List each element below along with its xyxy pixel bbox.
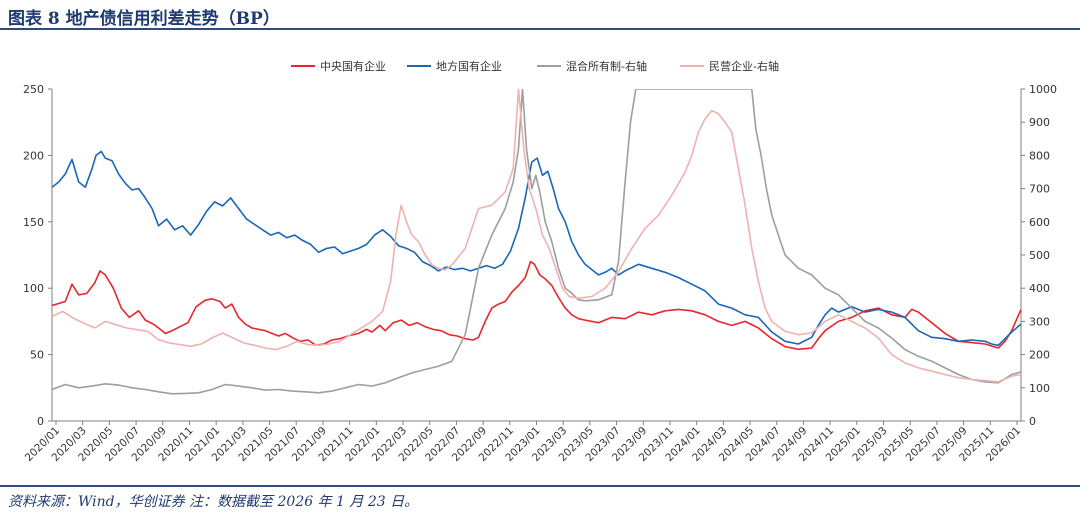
- left-axis-tick-label: 150: [23, 216, 44, 229]
- legend-label: 地方国有企业: [436, 59, 502, 73]
- source-note: 资料来源：Wind，华创证券 注：数据截至 2026 年 1 月 23 日。: [8, 494, 419, 510]
- left-axis-tick-label: 100: [23, 282, 44, 295]
- legend-label: 混合所有制-右轴: [566, 59, 647, 73]
- right-axis-tick-label: 200: [1029, 349, 1050, 362]
- left-axis-tick-label: 200: [23, 149, 44, 162]
- legend-label: 中央国有企业: [320, 59, 386, 73]
- right-axis-tick-label: 600: [1029, 216, 1050, 229]
- series-line-中央国有企业: [52, 260, 1021, 351]
- left-axis-tick-label: 50: [30, 349, 44, 362]
- series-line-民营企业-右轴: [52, 89, 1021, 383]
- series-line-混合所有制-右轴: [52, 89, 1021, 395]
- left-axis-tick-label: 0: [37, 415, 44, 428]
- series-line-地方国有企业: [52, 150, 1021, 347]
- right-axis-tick-label: 400: [1029, 282, 1050, 295]
- right-axis-tick-label: 900: [1029, 116, 1050, 129]
- left-axis-tick-label: 250: [23, 83, 44, 96]
- right-axis-tick-label: 800: [1029, 149, 1050, 162]
- right-axis-tick-label: 700: [1029, 183, 1050, 196]
- footer-divider: [0, 485, 1080, 487]
- right-axis-tick-label: 100: [1029, 382, 1050, 395]
- title-divider: [0, 28, 1080, 30]
- legend-label: 民营企业-右轴: [709, 59, 779, 73]
- right-axis-tick-label: 0: [1029, 415, 1036, 428]
- chart-title: 图表 8 地产债信用利差走势（BP）: [8, 9, 280, 29]
- right-axis-tick-label: 500: [1029, 249, 1050, 262]
- right-axis-tick-label: 300: [1029, 315, 1050, 328]
- right-axis-tick-label: 1000: [1029, 83, 1057, 96]
